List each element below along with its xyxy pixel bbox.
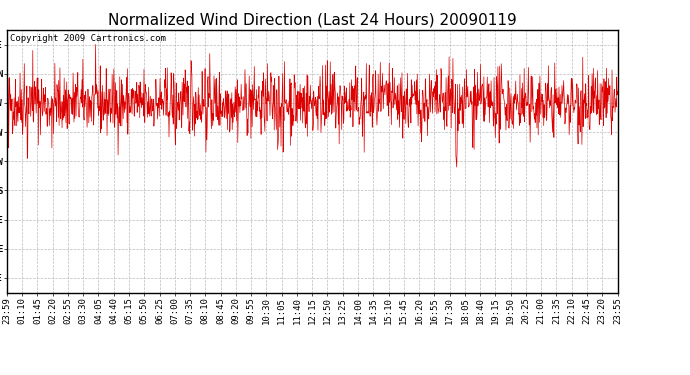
Text: Copyright 2009 Cartronics.com: Copyright 2009 Cartronics.com — [10, 34, 166, 43]
Title: Normalized Wind Direction (Last 24 Hours) 20090119: Normalized Wind Direction (Last 24 Hours… — [108, 12, 517, 27]
